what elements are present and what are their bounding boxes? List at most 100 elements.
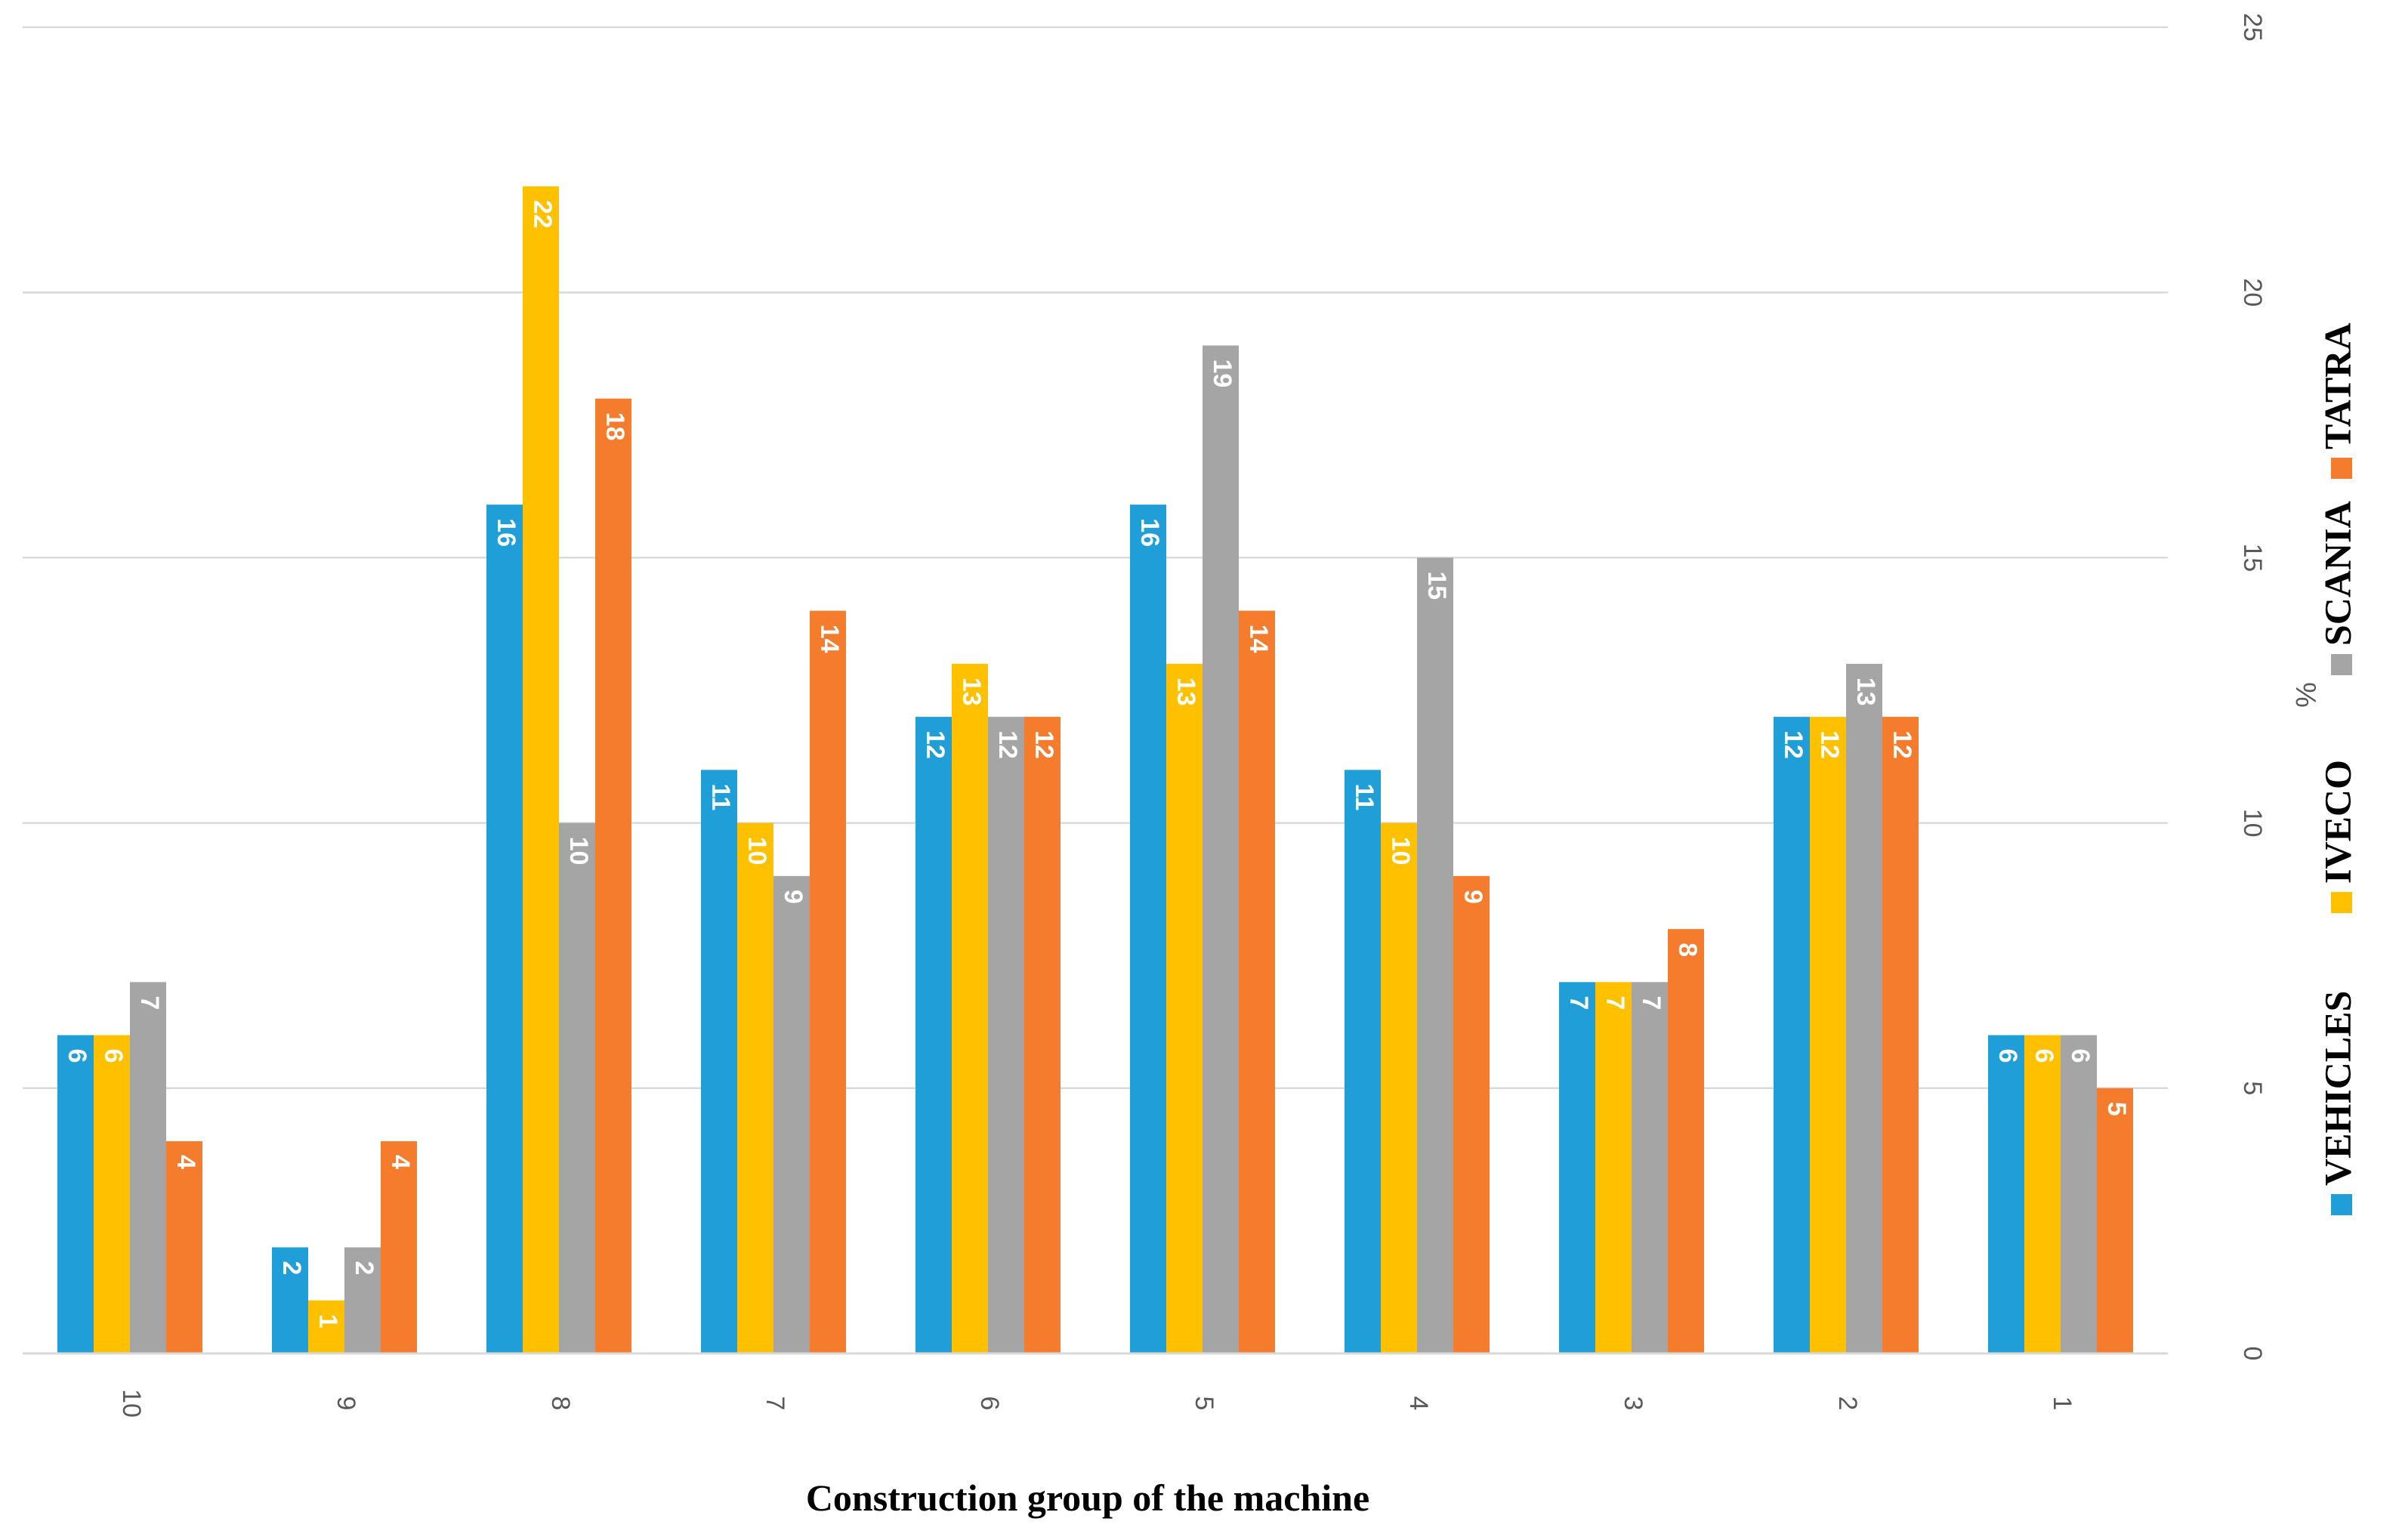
bar-value-label: 16 bbox=[492, 518, 520, 547]
bar-tatra-group-6 bbox=[1024, 717, 1061, 1353]
bar-iveco-group-4 bbox=[1381, 822, 1417, 1353]
bar-value-label: 7 bbox=[1601, 995, 1629, 1010]
bar-iveco-group-10 bbox=[94, 1035, 130, 1353]
y-tick-label: 5 bbox=[2238, 1081, 2267, 1095]
bar-vehicles-group-9 bbox=[272, 1247, 308, 1353]
y-tick-label: 25 bbox=[2238, 13, 2267, 42]
bar-scania-group-3 bbox=[1632, 982, 1668, 1353]
bar-iveco-group-8 bbox=[523, 186, 559, 1354]
bar-value-label: 9 bbox=[779, 890, 807, 904]
legend-label-scania: SCANIA bbox=[2316, 501, 2358, 646]
bar-value-label: 12 bbox=[1815, 730, 1844, 759]
bar-value-label: 2 bbox=[350, 1261, 378, 1276]
bar-value-label: 7 bbox=[135, 995, 164, 1010]
bar-value-label: 14 bbox=[815, 625, 844, 653]
bar-vehicles-group-6 bbox=[915, 717, 952, 1353]
bar-scania-group-5 bbox=[1203, 345, 1239, 1354]
bar-scania-group-6 bbox=[988, 717, 1024, 1353]
bar-scania-group-9 bbox=[344, 1247, 381, 1353]
bar-iveco-group-1 bbox=[2024, 1035, 2061, 1353]
bar-tatra-group-8 bbox=[595, 398, 631, 1354]
y-axis-title: % bbox=[2289, 682, 2321, 708]
legend-marker-vehicles bbox=[2331, 1194, 2352, 1215]
legend-label-vehicles: VEHICLES bbox=[2316, 991, 2358, 1186]
y-tick-label: 20 bbox=[2238, 278, 2267, 307]
bar-value-label: 12 bbox=[1888, 730, 1916, 759]
bar-vehicles-group-3 bbox=[1559, 982, 1595, 1353]
bar-iveco-group-6 bbox=[952, 663, 988, 1353]
bar-scania-group-4 bbox=[1417, 557, 1453, 1353]
bar-value-label: 19 bbox=[1208, 359, 1237, 387]
bar-tatra-group-7 bbox=[810, 610, 846, 1353]
bar-value-label: 10 bbox=[743, 837, 771, 866]
x-tick-label: 6 bbox=[975, 1396, 1004, 1411]
bar-tatra-group-5 bbox=[1239, 610, 1275, 1353]
y-tick-label: 10 bbox=[2238, 809, 2267, 838]
bar-scania-group-2 bbox=[1846, 663, 1882, 1353]
bar-iveco-group-3 bbox=[1595, 982, 1632, 1353]
bar-tatra-group-4 bbox=[1453, 875, 1490, 1353]
bar-vehicles-group-8 bbox=[486, 505, 523, 1354]
bar-vehicles-group-10 bbox=[57, 1035, 94, 1353]
x-tick-label: 9 bbox=[332, 1396, 360, 1411]
bar-value-label: 12 bbox=[1779, 730, 1808, 759]
bar-value-label: 6 bbox=[99, 1049, 128, 1063]
x-tick-label: 1 bbox=[2048, 1396, 2076, 1411]
bar-value-label: 9 bbox=[1459, 890, 1487, 904]
legend-marker-iveco bbox=[2331, 892, 2352, 913]
bar-value-label: 16 bbox=[1135, 518, 1164, 547]
bar-tatra-group-9 bbox=[381, 1141, 417, 1353]
bar-vehicles-group-1 bbox=[1988, 1035, 2024, 1353]
legend-marker-tatra bbox=[2331, 458, 2352, 479]
bar-iveco-group-2 bbox=[1810, 717, 1846, 1353]
x-axis-title: Construction group of the machine bbox=[806, 1477, 1369, 1519]
x-tick-label: 10 bbox=[117, 1389, 146, 1418]
bar-value-label: 13 bbox=[1172, 677, 1200, 706]
bar-value-label: 1 bbox=[313, 1314, 342, 1329]
bar-vehicles-group-7 bbox=[701, 770, 737, 1353]
legend-label-tatra: TATRA bbox=[2316, 323, 2358, 449]
bar-iveco-group-9 bbox=[308, 1300, 344, 1353]
bar-value-label: 4 bbox=[171, 1155, 200, 1169]
bar-value-label: 22 bbox=[528, 200, 557, 229]
bar-value-label: 7 bbox=[1564, 995, 1593, 1010]
x-tick-label: 3 bbox=[1619, 1396, 1647, 1411]
bar-value-label: 10 bbox=[1386, 837, 1415, 866]
legend-marker-scania bbox=[2331, 654, 2352, 675]
bar-value-label: 8 bbox=[1673, 943, 1702, 957]
x-tick-label: 8 bbox=[546, 1396, 575, 1411]
bar-vehicles-group-4 bbox=[1345, 770, 1381, 1353]
bar-value-label: 6 bbox=[1993, 1049, 2022, 1063]
bar-tatra-group-2 bbox=[1882, 717, 1919, 1353]
y-tick-label: 0 bbox=[2238, 1347, 2267, 1361]
bar-value-label: 18 bbox=[601, 412, 629, 441]
legend: VEHICLES IVECO SCANIA TATRA bbox=[2316, 323, 2358, 1215]
legend-label-iveco: IVECO bbox=[2316, 760, 2358, 884]
x-tick-label: 4 bbox=[1404, 1396, 1433, 1411]
bar-tatra-group-10 bbox=[166, 1141, 202, 1353]
bar-value-label: 11 bbox=[706, 783, 735, 810]
bar-vehicles-group-5 bbox=[1130, 505, 1166, 1354]
bar-value-label: 6 bbox=[2030, 1049, 2058, 1063]
bar-value-label: 7 bbox=[1637, 995, 1666, 1010]
bar-value-label: 4 bbox=[386, 1155, 415, 1169]
bar-tatra-group-3 bbox=[1668, 929, 1704, 1353]
bar-iveco-group-5 bbox=[1166, 663, 1203, 1353]
bar-vehicles-group-2 bbox=[1774, 717, 1810, 1353]
x-tick-label: 2 bbox=[1833, 1396, 1862, 1411]
bar-scania-group-1 bbox=[2061, 1035, 2097, 1353]
bar-value-label: 12 bbox=[993, 730, 1022, 759]
bar-value-label: 13 bbox=[1851, 677, 1880, 706]
bar-value-label: 2 bbox=[277, 1261, 306, 1276]
bar-value-label: 12 bbox=[921, 730, 949, 759]
bar-value-label: 11 bbox=[1350, 783, 1379, 810]
bar-value-label: 10 bbox=[564, 837, 593, 866]
bar-value-label: 5 bbox=[2102, 1102, 2131, 1116]
bar-scania-group-10 bbox=[130, 982, 166, 1353]
x-tick-label: 7 bbox=[761, 1396, 789, 1411]
bar-iveco-group-7 bbox=[737, 822, 773, 1353]
